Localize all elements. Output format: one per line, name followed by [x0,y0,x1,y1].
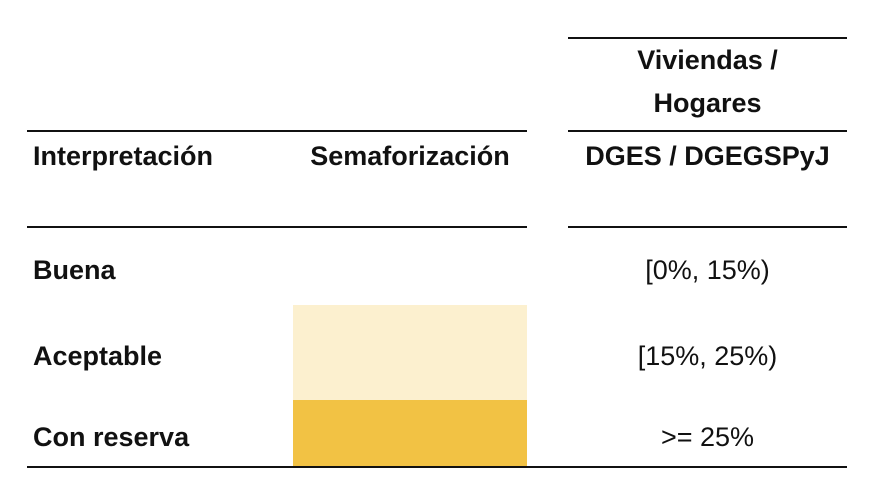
row-buena-range: [0%, 15%) [645,255,770,285]
group-header-top-rule [568,37,847,39]
row-aceptable-range: [15%, 25%) [637,341,778,371]
group-header-line2: Hogares [653,88,762,118]
column-header-top-rule [27,130,527,132]
row-con-reserva-swatch [293,400,527,467]
table-bottom-rule [27,466,847,468]
column-header-interpretacion: Interpretación [33,141,214,171]
row-aceptable-label: Aceptable [33,341,163,371]
row-con-reserva-range: >= 25% [660,422,755,452]
row-buena-swatch [293,230,527,305]
group-header-line1: Viviendas / [637,45,778,75]
column-header-bottom-rule-right [568,226,847,228]
row-buena-label: Buena [33,255,116,285]
group-header-bottom-rule [568,130,847,132]
row-aceptable-swatch [293,305,527,400]
row-con-reserva-label: Con reserva [33,422,190,452]
column-header-bottom-rule-left [27,226,527,228]
column-header-semaforizacion: Semaforización [310,141,510,171]
column-header-dges: DGES / DGEGSPyJ [585,141,830,171]
